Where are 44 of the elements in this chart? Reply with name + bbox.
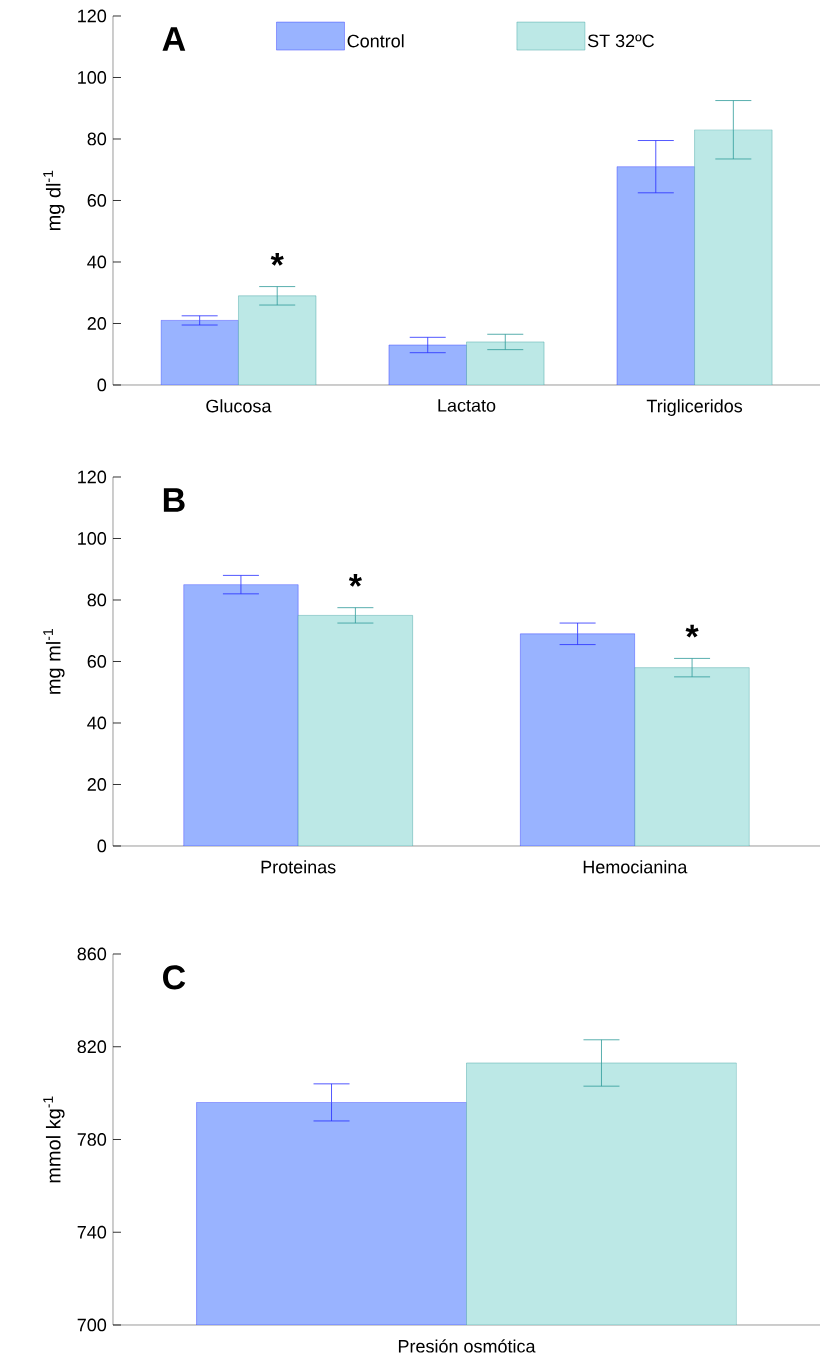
x-tick-label: Presión osmótica (398, 1339, 536, 1353)
chart-title: C (163, 965, 186, 990)
y-tick-label: 120 (78, 9, 107, 23)
annotation: * (685, 624, 699, 638)
bar (634, 667, 750, 846)
bar (694, 129, 773, 385)
y-tick-label: 740 (77, 1225, 107, 1239)
y-tick-label: 60 (87, 655, 107, 668)
y-tick-label: 40 (87, 255, 107, 269)
x-tick-label: Trigliceridos (646, 399, 743, 416)
chart-title: B (163, 488, 185, 512)
y-tick-label: 80 (87, 132, 107, 146)
legend-label: ST 32ºC (587, 34, 654, 48)
y-axis-title: mg dl$^{-1}$ (43, 170, 65, 231)
annotation: * (348, 574, 362, 587)
bar (388, 344, 467, 385)
x-tick-label: Proteinas (261, 860, 336, 874)
y-tick-label: 780 (77, 1133, 107, 1146)
bar (297, 615, 413, 846)
bar (160, 320, 239, 385)
y-tick-label: 20 (87, 778, 107, 791)
y-tick-label: 820 (77, 1040, 107, 1054)
y-tick-label: 0 (97, 839, 107, 853)
y-tick-label: 700 (77, 1318, 107, 1332)
legend-label: Control (347, 34, 404, 48)
y-tick-label: 40 (87, 716, 107, 730)
y-tick-label: 0 (97, 378, 107, 392)
y-axis-title: mg ml$^{-1}$ (43, 628, 65, 694)
bar (183, 584, 299, 846)
y-tick-label: 100 (78, 71, 107, 84)
bar (616, 166, 695, 385)
x-tick-label: Hemocianina (583, 860, 688, 874)
y-tick-label: 60 (87, 194, 107, 207)
chart-title: A (162, 27, 186, 51)
y-tick-label: 20 (87, 317, 107, 330)
y-tick-label: 100 (78, 532, 107, 545)
y-tick-label: 860 (77, 947, 107, 961)
annotation: * (270, 252, 284, 266)
x-tick-label: Glucosa (206, 399, 272, 413)
x-tick-label: Lactato (438, 399, 496, 412)
bar (520, 633, 636, 846)
y-tick-label: 120 (78, 470, 107, 484)
y-tick-label: 80 (87, 593, 107, 607)
y-axis-title: mmol kg$^{-1}$ (43, 1096, 65, 1183)
